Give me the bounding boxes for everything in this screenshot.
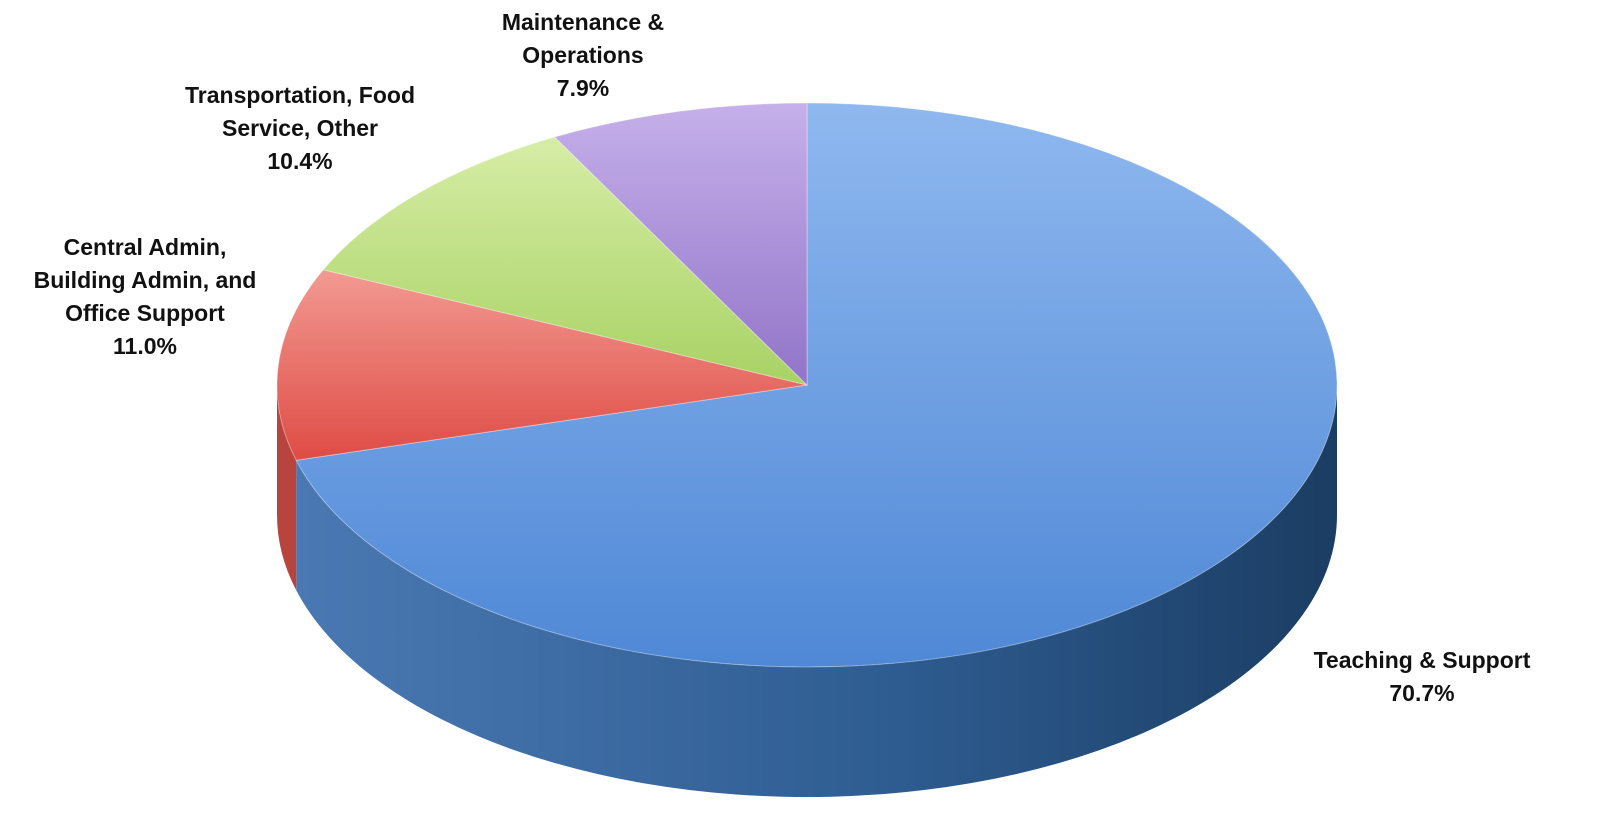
- slice-label-line: Service, Other: [222, 115, 378, 141]
- slice-label-line: Maintenance &: [502, 9, 664, 35]
- slice-label-3: Transportation, Food Service, Other 10.4%: [185, 82, 415, 174]
- pie-slice-4: [553, 102, 808, 387]
- slice-label-line: 11.0%: [113, 333, 177, 359]
- slice-label-4: Maintenance & Operations 7.9%: [502, 9, 664, 101]
- slice-label-1: Teaching & Support 70.7%: [1314, 647, 1531, 706]
- slice-label-line: Central Admin,: [64, 234, 227, 260]
- slice-label-2: Central Admin, Building Admin, and Office …: [34, 234, 257, 359]
- slice-labels: Teaching & Support 70.7% Central Admin, Bui…: [34, 9, 1531, 706]
- slice-label-line: Teaching & Support: [1314, 647, 1531, 673]
- slice-label-line: Transportation, Food: [185, 82, 415, 108]
- pie-side-walls: [277, 385, 1337, 798]
- slice-side-1: [296, 385, 1337, 798]
- slice-label-line: Office Support: [65, 300, 225, 326]
- pie-slice-3: [322, 136, 809, 386]
- slice-label-line: 10.4%: [267, 148, 332, 174]
- slice-label-line: Building Admin, and: [34, 267, 257, 293]
- pie-slices: [276, 102, 1338, 668]
- pie-slice-2: [276, 269, 808, 461]
- pie-slice-1: [295, 102, 1338, 668]
- slice-side-2: [277, 385, 297, 591]
- slice-label-line: 7.9%: [557, 75, 609, 101]
- slice-label-line: 70.7%: [1389, 680, 1454, 706]
- slice-label-line: Operations: [522, 42, 643, 68]
